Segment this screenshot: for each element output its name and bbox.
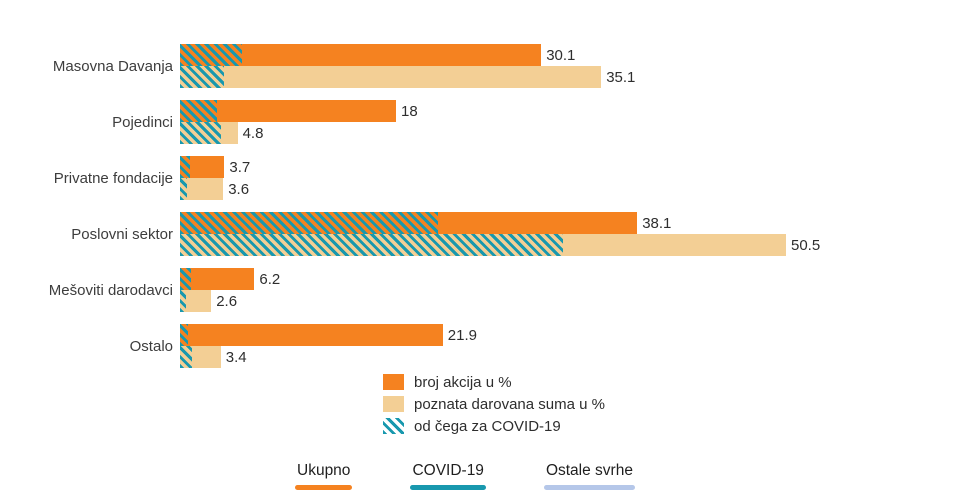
bars-column: 3.7 3.6 — [180, 156, 250, 200]
chart-group: Poslovni sektor 38.1 50.5 — [0, 212, 960, 256]
covid-overlay — [180, 156, 190, 178]
value-label: 21.9 — [447, 326, 477, 344]
category-label-cell: Poslovni sektor — [0, 212, 180, 256]
value-label: 35.1 — [606, 68, 636, 86]
tab-label: COVID-19 — [412, 462, 484, 479]
category-label: Privatne fondacije — [53, 169, 173, 187]
bar-line: 4.8 — [180, 122, 418, 144]
chart-group: Privatne fondacije 3.7 3.6 — [0, 156, 960, 200]
tab-ostale-svrhe[interactable]: Ostale svrhe — [543, 462, 635, 490]
category-label: Masovna Davanja — [52, 57, 173, 75]
tab-label: Ukupno — [297, 462, 351, 479]
bar-poznata-suma — [180, 178, 224, 200]
value-label: 3.6 — [228, 180, 250, 198]
tab-underline-teal — [410, 485, 486, 490]
bar-poznata-suma — [180, 234, 786, 256]
bar-poznata-suma — [180, 346, 221, 368]
bar-line: 30.1 — [180, 44, 635, 66]
value-label: 3.4 — [225, 348, 247, 366]
category-label: Pojedinci — [112, 113, 173, 131]
legend-swatch-covid-hatch-icon — [383, 418, 404, 434]
bar-line: 35.1 — [180, 66, 635, 88]
value-label: 38.1 — [642, 214, 672, 232]
covid-overlay — [180, 178, 188, 200]
tab-label: Ostale svrhe — [545, 462, 633, 479]
bars-column: 38.1 50.5 — [180, 212, 820, 256]
bar-broj-akcija — [180, 212, 638, 234]
legend-label: broj akcija u % — [414, 373, 512, 391]
tab-underline-periwinkle — [543, 485, 635, 490]
bar-broj-akcija — [180, 100, 396, 122]
bar-line: 3.4 — [180, 346, 477, 368]
legend-item-poznata-suma: poznata darovana suma u % — [383, 393, 605, 415]
covid-overlay — [180, 122, 221, 144]
category-label: Poslovni sektor — [71, 225, 173, 243]
tab-covid-19[interactable]: COVID-19 — [410, 462, 486, 490]
bar-broj-akcija — [180, 156, 225, 178]
category-label-cell: Pojedinci — [0, 100, 180, 144]
category-label-cell: Masovna Davanja — [0, 44, 180, 88]
category-label: Ostalo — [129, 337, 173, 355]
value-label: 30.1 — [546, 46, 576, 64]
category-label-cell: Ostalo — [0, 324, 180, 368]
covid-overlay — [180, 100, 218, 122]
category-label-cell: Privatne fondacije — [0, 156, 180, 200]
covid-overlay — [180, 324, 189, 346]
value-label: 4.8 — [242, 124, 264, 142]
bar-broj-akcija — [180, 324, 443, 346]
chart-group: Pojedinci 18 4.8 — [0, 100, 960, 144]
bar-line: 50.5 — [180, 234, 820, 256]
value-label: 18 — [401, 102, 418, 120]
value-label: 50.5 — [791, 236, 821, 254]
bar-line: 21.9 — [180, 324, 477, 346]
category-label-cell: Mešoviti darodavci — [0, 268, 180, 312]
bar-broj-akcija — [180, 44, 542, 66]
covid-overlay — [180, 66, 225, 88]
legend-swatch-orange — [383, 374, 404, 390]
bars-column: 6.2 2.6 — [180, 268, 280, 312]
chart-group: Ostalo 21.9 3.4 — [0, 324, 960, 368]
bars-column: 18 4.8 — [180, 100, 418, 144]
bar-line: 38.1 — [180, 212, 820, 234]
legend-item-covid: od čega za COVID-19 — [383, 415, 605, 437]
bar-line: 3.6 — [180, 178, 250, 200]
covid-overlay — [180, 234, 563, 256]
legend-label: od čega za COVID-19 — [414, 417, 561, 435]
bars-column: 21.9 3.4 — [180, 324, 477, 368]
grouped-bar-chart: Masovna Davanja 30.1 35.1 Pojedinci 18 4.8 Pri… — [0, 44, 960, 380]
chart-group: Mešoviti darodavci 6.2 2.6 — [0, 268, 960, 312]
footer-tabs: Ukupno COVID-19 Ostale svrhe — [295, 462, 635, 490]
category-label: Mešoviti darodavci — [48, 281, 173, 299]
bar-poznata-suma — [180, 290, 212, 312]
bars-column: 30.1 35.1 — [180, 44, 635, 88]
bar-broj-akcija — [180, 268, 255, 290]
bar-poznata-suma — [180, 66, 602, 88]
legend-swatch-tan — [383, 396, 404, 412]
legend-label: poznata darovana suma u % — [414, 395, 605, 413]
covid-overlay — [180, 212, 438, 234]
chart-legend: broj akcija u % poznata darovana suma u … — [383, 371, 605, 437]
value-label: 2.6 — [216, 292, 238, 310]
legend-item-broj-akcija: broj akcija u % — [383, 371, 605, 393]
covid-overlay — [180, 346, 192, 368]
covid-overlay — [180, 44, 243, 66]
tab-underline-orange — [295, 485, 353, 490]
bar-line: 6.2 — [180, 268, 280, 290]
bar-line: 18 — [180, 100, 418, 122]
bar-poznata-suma — [180, 122, 238, 144]
bar-line: 3.7 — [180, 156, 250, 178]
covid-overlay — [180, 290, 186, 312]
covid-overlay — [180, 268, 191, 290]
tab-ukupno[interactable]: Ukupno — [295, 462, 353, 490]
value-label: 6.2 — [259, 270, 281, 288]
bar-line: 2.6 — [180, 290, 280, 312]
chart-group: Masovna Davanja 30.1 35.1 — [0, 44, 960, 88]
value-label: 3.7 — [229, 158, 251, 176]
